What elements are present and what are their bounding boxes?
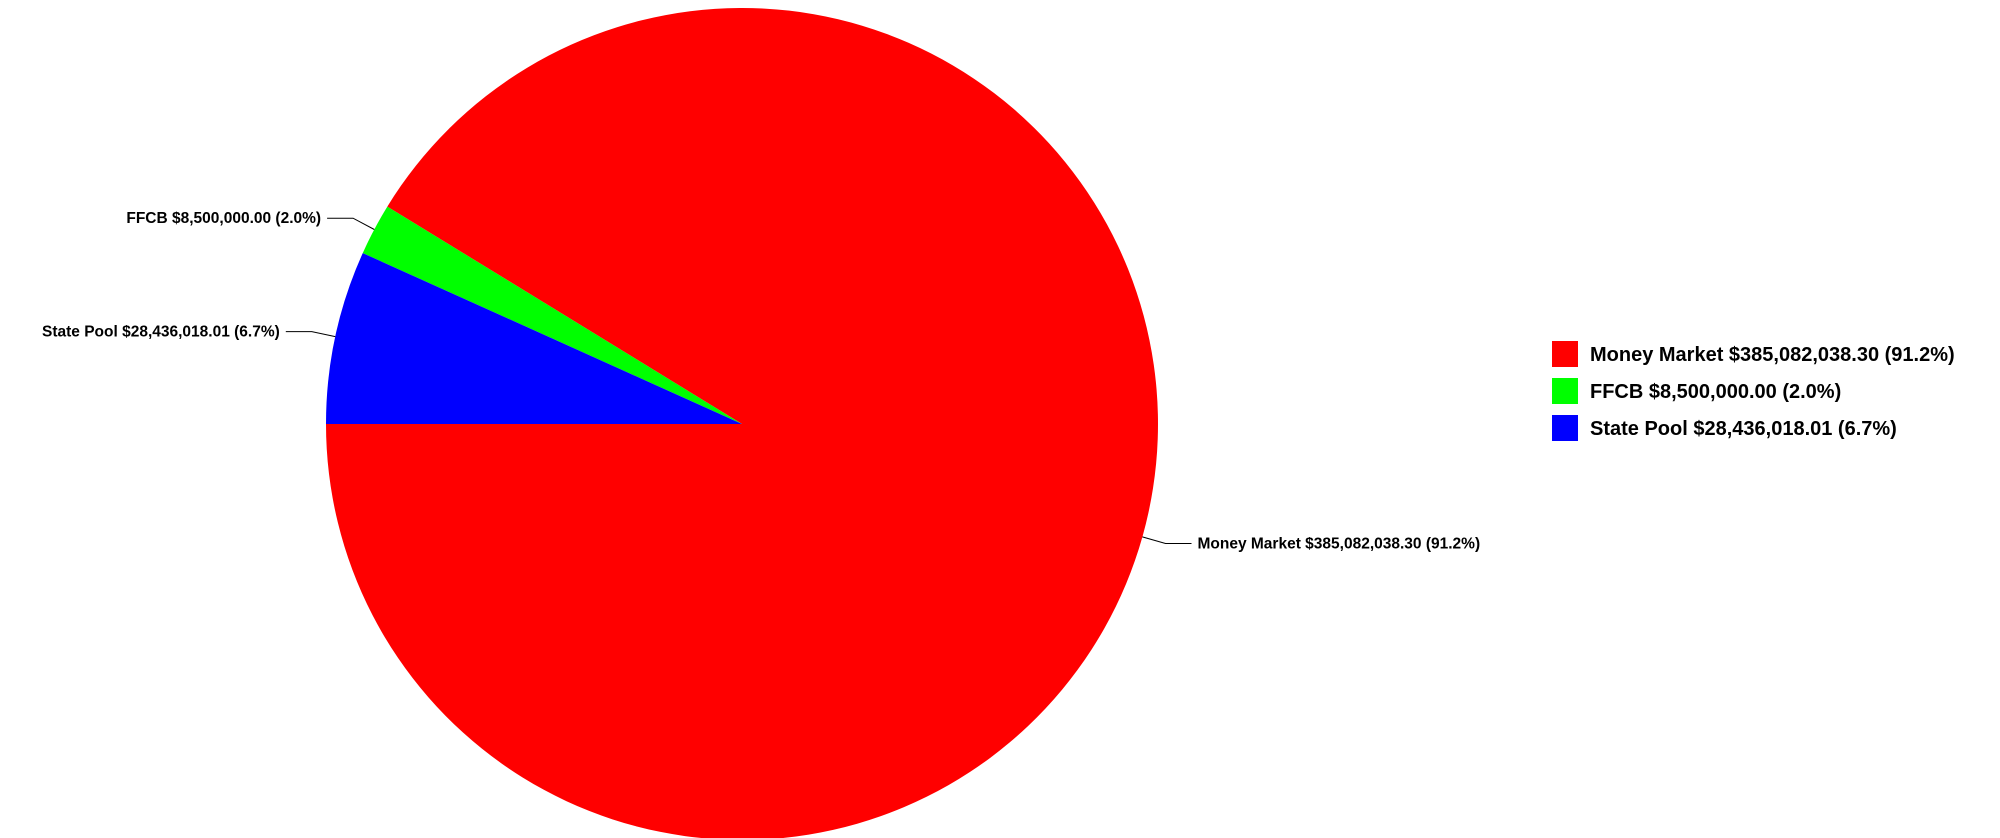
- callout-label-money-market: Money Market $385,082,038.30 (91.2%): [1198, 536, 1481, 553]
- legend-label-ffcb: FFCB $8,500,000.00 (2.0%): [1590, 381, 1841, 403]
- legend-label-state-pool: State Pool $28,436,018.01 (6.7%): [1590, 418, 1897, 440]
- legend-swatch-ffcb: [1552, 378, 1578, 404]
- callout-line-money-market: [1142, 537, 1191, 544]
- callout-label-ffcb: FFCB $8,500,000.00 (2.0%): [126, 210, 321, 227]
- chart-legend: Money Market $385,082,038.30 (91.2%) FFCB…: [1552, 341, 1955, 441]
- callout-line-state-pool: [286, 332, 336, 337]
- callout-label-state-pool: State Pool $28,436,018.01 (6.7%): [42, 324, 280, 341]
- legend-swatch-money-market: [1552, 341, 1578, 367]
- legend-swatch-state-pool: [1552, 415, 1578, 441]
- legend-label-money-market: Money Market $385,082,038.30 (91.2%): [1590, 344, 1955, 366]
- callout-line-ffcb: [327, 218, 374, 229]
- pie-slices: [326, 8, 1158, 838]
